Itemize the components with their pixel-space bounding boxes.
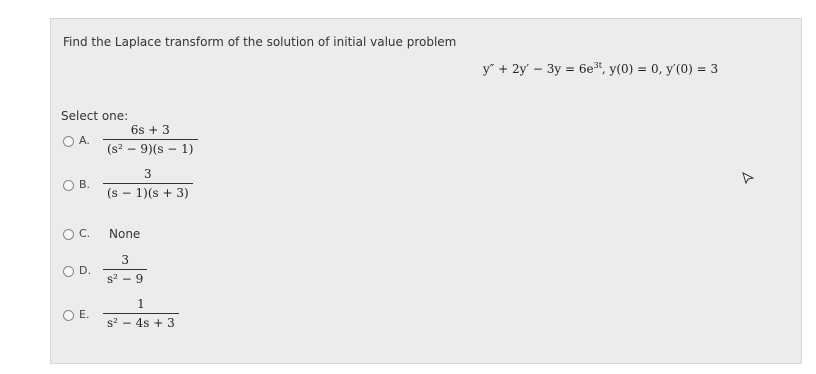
option-letter: E.: [79, 308, 90, 321]
fraction[interactable]: 6s + 3 (s² − 9)(s − 1): [103, 123, 198, 156]
radio-button[interactable]: [63, 180, 74, 191]
radio-button[interactable]: [63, 229, 74, 240]
option-letter: D.: [79, 264, 91, 277]
fraction[interactable]: 1 s² − 4s + 3: [103, 297, 179, 330]
option-letter: A.: [79, 134, 90, 147]
equation-main: y″ + 2y′ − 3y = 6e: [483, 62, 594, 76]
equation-rest: , y(0) = 0, y′(0) = 3: [601, 62, 719, 76]
option-text[interactable]: None: [109, 227, 141, 241]
fraction[interactable]: 3 (s − 1)(s + 3): [103, 167, 193, 200]
fraction[interactable]: 3 s² − 9: [103, 253, 148, 286]
cursor: [742, 172, 755, 185]
question-panel: Find the Laplace transform of the soluti…: [50, 18, 802, 364]
numerator: 3: [121, 253, 129, 267]
denominator: s² − 4s + 3: [103, 313, 179, 330]
numerator: 3: [144, 167, 152, 181]
numerator: 1: [137, 297, 145, 311]
option-letter: C.: [79, 227, 91, 240]
denominator: (s² − 9)(s − 1): [103, 139, 198, 156]
radio-button[interactable]: [63, 136, 74, 147]
numerator: 6s + 3: [130, 123, 170, 137]
select-label: Select one:: [61, 109, 129, 123]
equation-exponent: 3t: [593, 61, 602, 70]
option-letter: B.: [79, 178, 91, 191]
denominator: s² − 9: [103, 269, 148, 286]
radio-button[interactable]: [63, 310, 74, 321]
equation: y″ + 2y′ − 3y = 6e3t, y(0) = 0, y′(0) = …: [483, 61, 718, 76]
radio-button[interactable]: [63, 266, 74, 277]
question-prompt: Find the Laplace transform of the soluti…: [63, 35, 457, 49]
denominator: (s − 1)(s + 3): [103, 183, 193, 200]
